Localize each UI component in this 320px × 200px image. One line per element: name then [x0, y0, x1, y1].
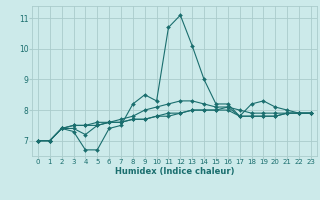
X-axis label: Humidex (Indice chaleur): Humidex (Indice chaleur): [115, 167, 234, 176]
